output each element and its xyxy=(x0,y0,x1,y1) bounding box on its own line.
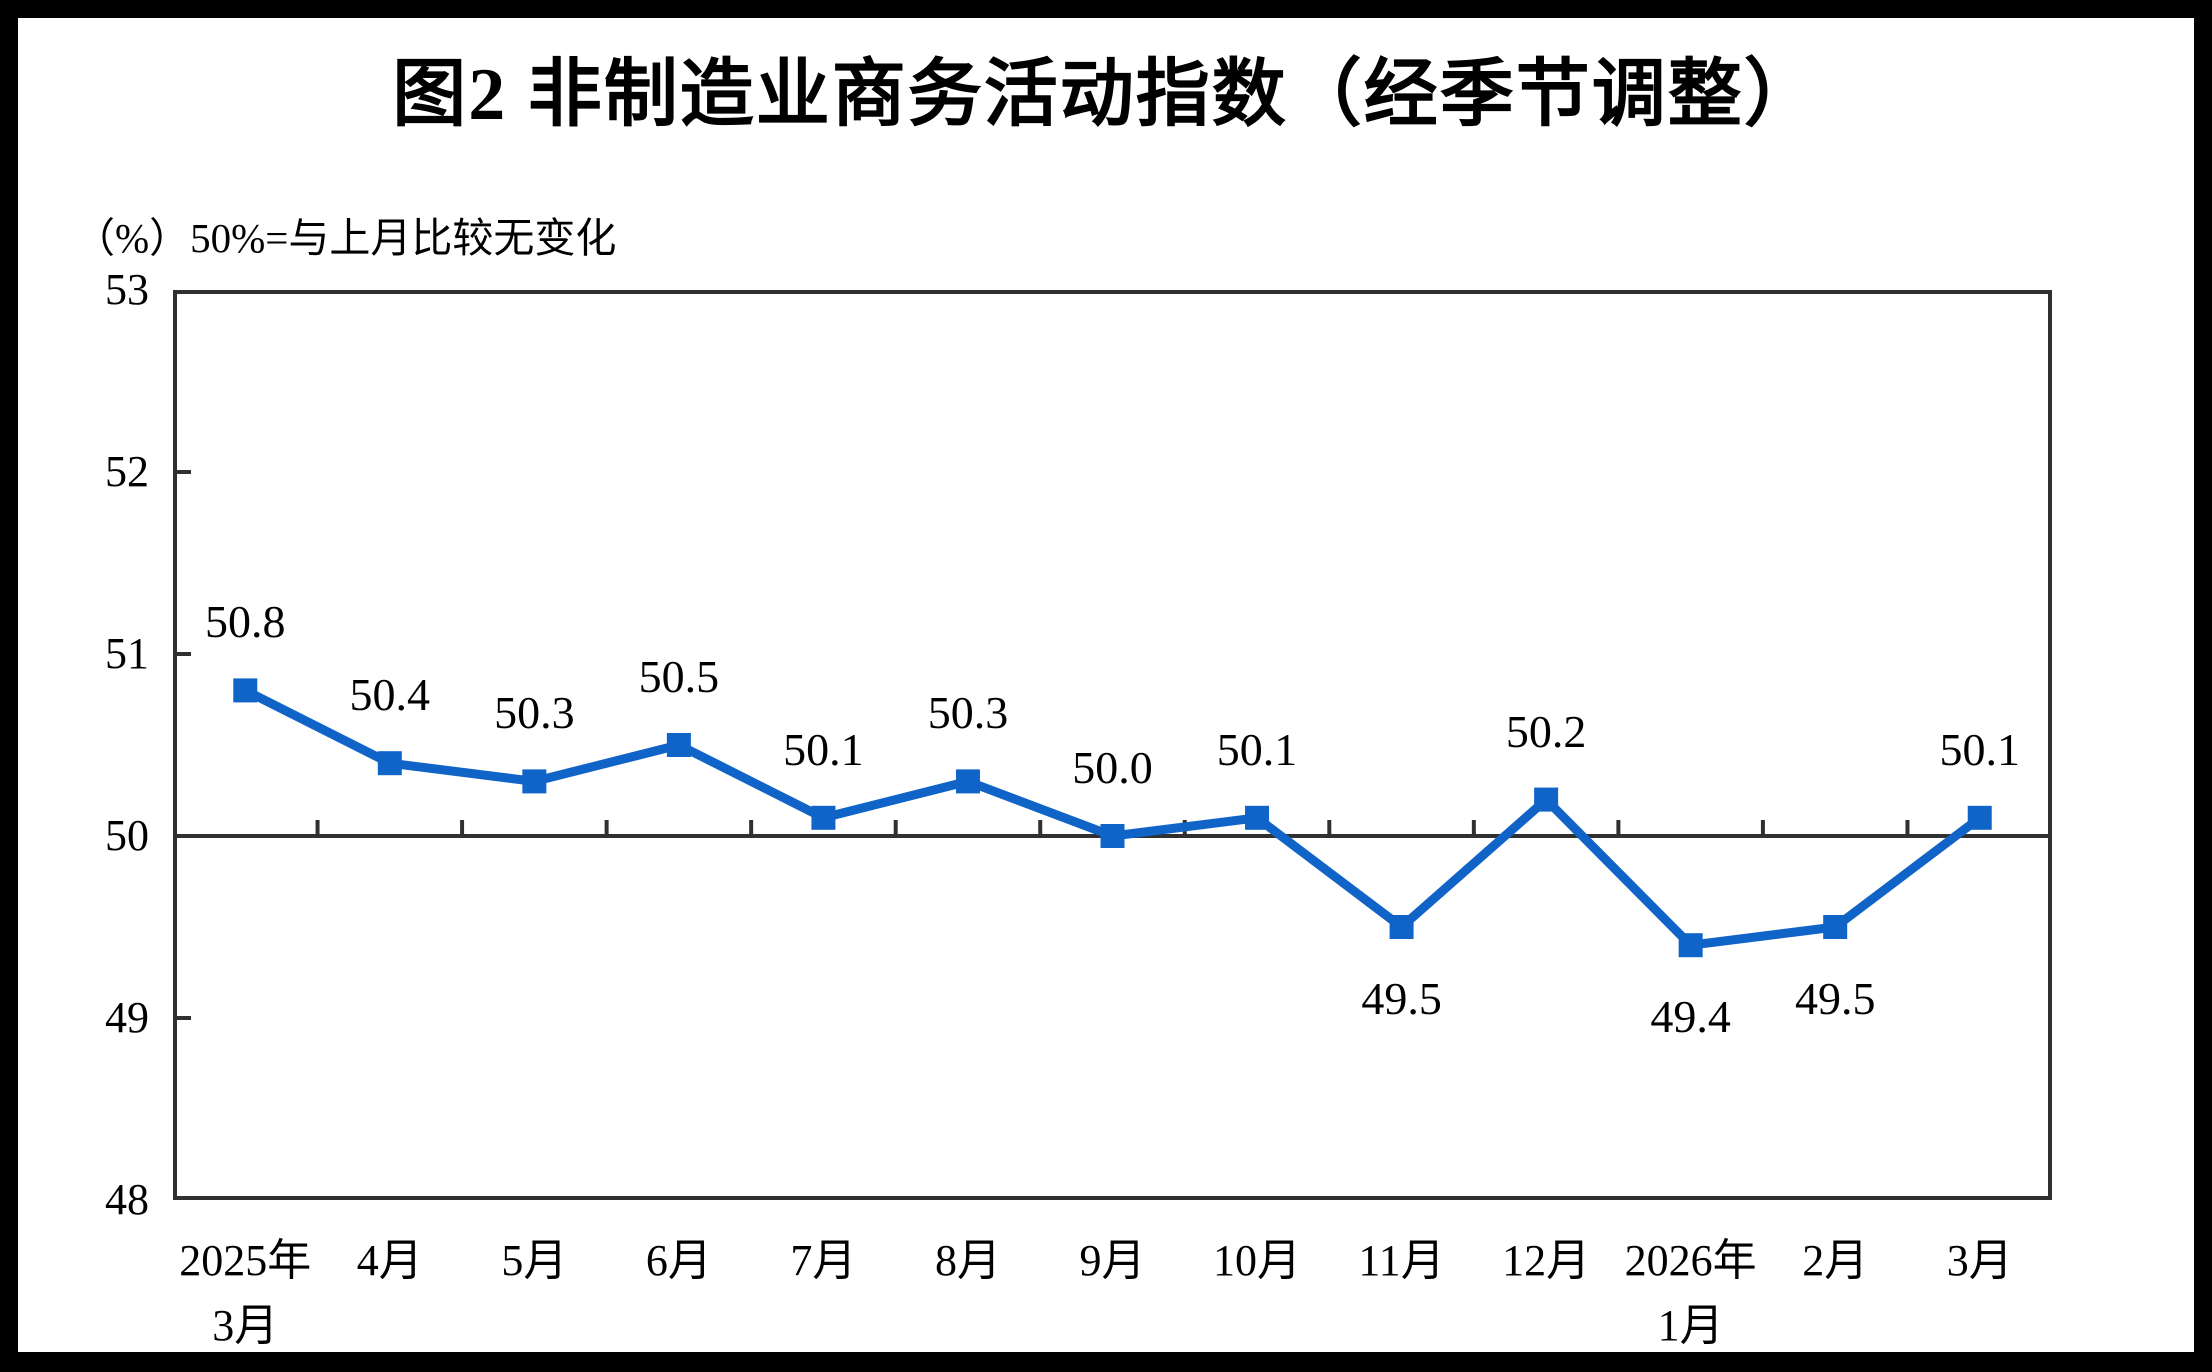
data-label: 49.5 xyxy=(1794,973,1876,1024)
x-axis-category-label: 4月 xyxy=(356,1236,423,1285)
x-axis-category-label: 3月 xyxy=(1946,1236,2013,1285)
unit-note: （%）50%=与上月比较无变化 xyxy=(74,215,617,261)
plot-border xyxy=(173,290,2052,1200)
x-axis-category-label: 10月 xyxy=(1213,1236,1302,1285)
data-label: 50.1 xyxy=(1939,723,2020,775)
figure-title: 图2 非制造业商务活动指数（经季节调整） xyxy=(392,54,1820,136)
data-point-marker xyxy=(1678,933,1703,958)
data-point-marker xyxy=(1967,805,1992,830)
data-label: 50.8 xyxy=(205,596,286,648)
data-label: 50.1 xyxy=(783,723,864,775)
data-point-marker xyxy=(233,678,258,703)
y-axis-tick-label: 53 xyxy=(105,265,149,314)
data-label: 50.3 xyxy=(927,687,1009,739)
data-label: 49.4 xyxy=(1650,991,1731,1043)
x-axis-category-label: 6月 xyxy=(645,1236,712,1285)
y-axis-tick-label: 50 xyxy=(105,811,149,860)
data-point-marker xyxy=(1245,805,1270,830)
x-axis-labels: 2025年 3月 4月 5月 6月 7月 8月 9月 10月 11月 12月 2026年 1月 2月 3… xyxy=(18,18,2194,1352)
data-point-marker xyxy=(1823,915,1848,939)
data-point-marker xyxy=(1389,915,1414,939)
data-point-marker xyxy=(377,751,402,776)
data-label: 50.1 xyxy=(1216,723,1298,775)
data-point-marker xyxy=(1100,824,1125,848)
data-label: 50.2 xyxy=(1505,705,1587,757)
data-label: 50.4 xyxy=(349,669,431,721)
y-axis-tick-label: 49 xyxy=(105,993,149,1042)
line-chart-svg xyxy=(173,290,2052,1200)
y-axis-tick-label: 51 xyxy=(105,629,149,678)
y-axis-tick-label: 52 xyxy=(105,447,149,496)
data-point-marker xyxy=(1534,787,1559,812)
x-axis-category-label: 7月 xyxy=(790,1236,857,1285)
x-axis-category-label: 9月 xyxy=(1079,1236,1146,1285)
x-axis-category-label: 2月 xyxy=(1802,1236,1869,1285)
plot-area: 50.8 50.4 50.3 50.5 50.1 50.3 50.0 50.1 49.5 50.2… xyxy=(173,290,2052,1200)
x-axis-category-label: 2025年 3月 xyxy=(179,1236,312,1351)
data-label: 50.5 xyxy=(638,651,720,702)
chart-canvas: 图2 非制造业商务活动指数（经季节调整） （%）50%=与上月比较无变化 48 4… xyxy=(18,18,2194,1352)
x-axis-category-label: 11月 xyxy=(1358,1236,1445,1285)
data-point-marker xyxy=(522,769,547,794)
y-axis-labels: 48 49 50 51 52 53 xyxy=(18,18,149,1352)
x-axis-category-label: 8月 xyxy=(934,1236,1001,1285)
data-point-marker xyxy=(666,733,691,757)
y-axis-tick-label: 48 xyxy=(105,1175,149,1224)
data-label: 50.3 xyxy=(494,687,575,739)
x-axis-category-label: 12月 xyxy=(1502,1236,1591,1285)
data-point-marker xyxy=(811,805,836,830)
data-label: 50.0 xyxy=(1072,742,1153,793)
data-point-marker xyxy=(955,769,980,794)
data-label: 49.5 xyxy=(1361,973,1442,1024)
x-axis-category-label: 2026年 1月 xyxy=(1624,1236,1757,1351)
x-axis-category-label: 5月 xyxy=(501,1236,568,1285)
